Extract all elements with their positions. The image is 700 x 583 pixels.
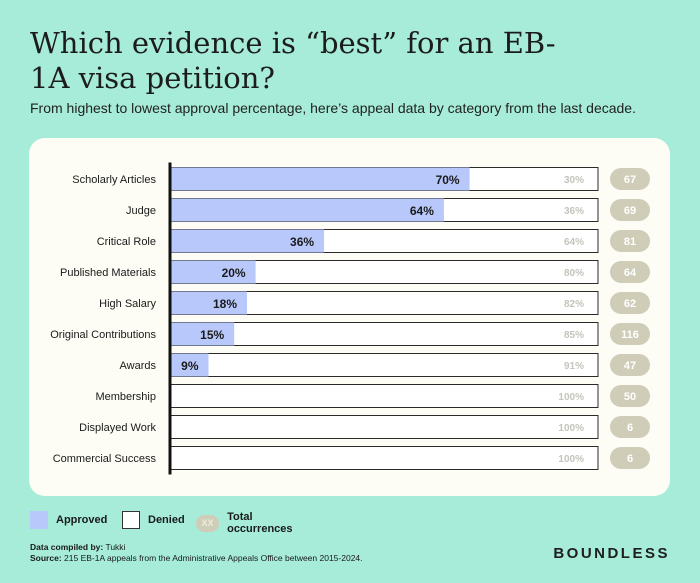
category-label-commercial-success: Commercial Success [53,453,157,465]
denied-label-high-salary: 82% [564,299,584,310]
denied-label-original-contributions: 85% [564,330,584,341]
approved-label-published-materials: 20% [222,266,246,280]
legend-total-label: Total occurrences [227,511,293,535]
total-pill-displayed-work [610,416,650,438]
brand-logo: BOUNDLESS [553,545,670,562]
category-label-critical-role: Critical Role [97,236,156,248]
chart-title: Which evidence is “best” for an EB-1A vi… [30,26,556,95]
total-value-awards: 47 [624,360,636,372]
legend-approved: Approved [30,511,107,529]
footer-source-value: 215 EB-1A appeals from the Administrativ… [64,553,363,563]
denied-bar-displayed-work [169,415,599,439]
total-value-original-contributions: 116 [621,329,639,341]
category-label-membership: Membership [95,391,156,403]
chart-panel: Scholarly Articles 70% 30% 67 Judge 64% 36% 69 C… [29,138,670,496]
total-value-membership: 50 [624,391,636,403]
category-label-displayed-work: Displayed Work [79,422,156,434]
approved-bar-high-salary [170,291,248,315]
legend-denied-label: Denied [148,514,185,526]
total-pill-judge [610,199,650,221]
total-pill-published-materials [610,261,650,283]
approved-label-awards: 9% [181,359,199,373]
chart-subtitle: From highest to lowest approval percenta… [30,100,636,116]
denied-label-membership: 100% [558,392,584,403]
bar-chart: Scholarly Articles 70% 30% 67 Judge 64% 36% 69 C… [50,162,650,475]
footer-source-label: Source: [30,553,62,563]
approved-label-scholarly-articles: 70% [436,173,460,187]
legend-total-pill: XX [196,514,220,532]
denied-label-awards: 91% [564,361,584,372]
approved-label-judge: 64% [410,204,434,218]
total-value-critical-role: 81 [624,236,636,248]
denied-label-displayed-work: 100% [558,423,584,434]
category-label-judge: Judge [126,205,156,217]
total-pill-critical-role [610,230,650,252]
denied-bar-awards [169,353,599,377]
category-label-awards: Awards [120,360,157,372]
legend-denied: Denied [122,511,185,529]
footer: Data compiled by: Tukki Source: 215 EB-1… [30,542,363,564]
approved-bar-scholarly-articles [170,167,470,191]
denied-label-critical-role: 64% [564,237,584,248]
denied-label-scholarly-articles: 30% [564,175,584,186]
total-value-judge: 69 [624,205,636,217]
approved-label-critical-role: 36% [290,235,314,249]
denied-label-published-materials: 80% [564,268,584,279]
total-pill-commercial-success [610,447,650,469]
footer-compiled-value: Tukki [105,542,126,552]
total-pill-awards [610,354,650,376]
total-value-scholarly-articles: 67 [624,174,636,186]
approved-label-original-contributions: 15% [200,328,224,342]
total-value-high-salary: 62 [624,298,636,310]
total-pill-membership [610,385,650,407]
total-pill-original-contributions [610,323,650,345]
legend-approved-label: Approved [56,514,108,526]
total-value-commercial-success: 6 [627,453,633,465]
legend-denied-swatch [122,511,140,529]
denied-label-judge: 36% [564,206,584,217]
total-pill-high-salary [610,292,650,314]
category-label-high-salary: High Salary [99,298,156,310]
category-label-original-contributions: Original Contributions [50,329,156,341]
category-label-scholarly-articles: Scholarly Articles [72,174,156,186]
total-value-published-materials: 64 [624,267,637,279]
approved-bar-awards [170,353,209,377]
footer-compiled-label: Data compiled by: [30,542,104,552]
denied-bar-membership [169,384,599,408]
approved-label-high-salary: 18% [213,297,237,311]
legend-approved-swatch [30,511,48,529]
total-value-displayed-work: 6 [627,422,633,434]
approved-bar-published-materials [170,260,256,284]
denied-bar-commercial-success [169,446,599,470]
approved-bar-critical-role [170,229,325,253]
category-label-published-materials: Published Materials [60,267,156,279]
denied-label-commercial-success: 100% [558,454,584,465]
approved-bar-original-contributions [170,322,235,346]
total-pill-scholarly-articles [610,168,650,190]
legend-total: XX Total occurrences [196,511,299,535]
approved-bar-judge [170,198,444,222]
